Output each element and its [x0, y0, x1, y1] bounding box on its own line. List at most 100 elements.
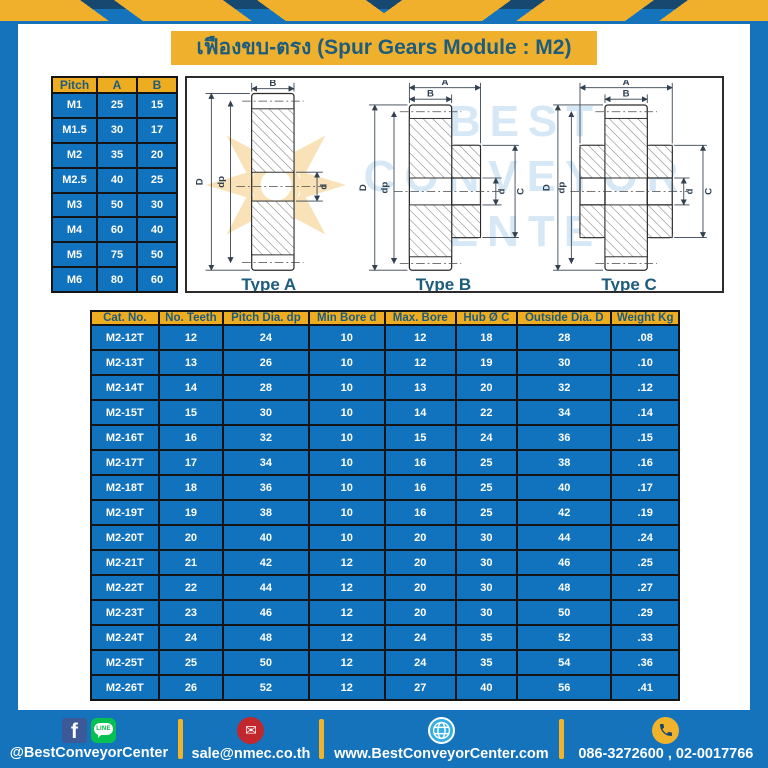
table-cell: 25	[96, 92, 138, 119]
table-cell: 25	[454, 499, 519, 526]
type-c-label: Type C	[601, 275, 657, 293]
table-row: M2-20T 20 40 10 20 30 44.24	[90, 524, 680, 551]
email-icon: ✉	[237, 716, 265, 744]
table-cell: 26	[157, 674, 225, 701]
dim-label: C	[516, 188, 527, 195]
dim-label: dp	[216, 176, 227, 188]
hazard-stripes-left	[0, 0, 384, 21]
column-header: A	[96, 76, 138, 94]
page-title: เฟืองขบ-ตรง (Spur Gears Module : M2)	[170, 31, 598, 65]
table-row: M5 75 50	[51, 241, 178, 269]
phone-numbers: 086-3272600 , 02-0017766	[578, 745, 754, 762]
table-cell: M3	[51, 191, 98, 219]
dim-label: dp	[380, 182, 391, 194]
table-row: M4 60 40	[51, 216, 178, 244]
table-cell: 24	[383, 624, 457, 651]
column-header: Hub Ø C	[454, 310, 519, 326]
table-cell: M2-21T	[90, 549, 160, 576]
table-cell: 22	[454, 399, 519, 426]
table-cell: 35	[454, 649, 519, 676]
footer-website-section: www.BestConveyorCenter.com	[324, 710, 559, 768]
line-bubble: LINE	[93, 722, 113, 735]
table-cell: 40	[136, 216, 178, 244]
table-cell: 12	[157, 324, 225, 351]
table-cell: 28	[222, 374, 310, 401]
table-cell: M2-26T	[90, 674, 160, 701]
table-cell: 40	[516, 474, 613, 501]
table-cell: M2-23T	[90, 599, 160, 626]
website-url: www.BestConveyorCenter.com	[334, 745, 549, 762]
table-cell: 75	[96, 241, 138, 269]
table-cell: 50	[96, 191, 138, 219]
table-cell: 46	[516, 549, 613, 576]
gear-spec-table: Cat. No. No. Teeth Pitch Dia. dp Min Bore d…	[90, 310, 680, 701]
gear-drawing-type-b: A B D dp	[352, 78, 534, 291]
table-cell: M2-22T	[90, 574, 160, 601]
table-cell: 48	[222, 624, 310, 651]
table-cell: 20	[157, 524, 225, 551]
table-cell: 18	[454, 324, 519, 351]
table-cell: 12	[307, 624, 386, 651]
table-cell: .33	[610, 624, 680, 651]
column-header: Min Bore d	[307, 310, 386, 326]
table-cell: 38	[516, 449, 613, 476]
table-cell: 15	[383, 424, 457, 451]
table-cell: .16	[610, 449, 680, 476]
table-cell: M2-20T	[90, 524, 160, 551]
table-cell: 35	[454, 624, 519, 651]
table-cell: 10	[307, 374, 386, 401]
table-cell: 10	[307, 499, 386, 526]
footer-divider	[319, 719, 325, 759]
table-cell: M2-25T	[90, 649, 160, 676]
table-cell: 35	[96, 141, 138, 169]
table-cell: 30	[454, 524, 519, 551]
table-cell: M2-15T	[90, 399, 160, 426]
dim-label: D	[195, 178, 206, 185]
type-a-label: Type A	[241, 275, 297, 293]
table-row: M2-23T 23 46 12 20 30 50.29	[90, 599, 680, 626]
table-cell: 27	[383, 674, 457, 701]
footer-contact-bar: f LINE @BestConveyorCenter ✉ sale@nmec.c…	[0, 710, 768, 768]
table-cell: 12	[307, 549, 386, 576]
column-header: Weight Kg	[610, 310, 680, 326]
table-cell: 34	[222, 449, 310, 476]
table-cell: M2.5	[51, 166, 98, 194]
footer-divider	[558, 719, 564, 759]
table-cell: 44	[222, 574, 310, 601]
table-cell: 52	[516, 624, 613, 651]
table-cell: 23	[157, 599, 225, 626]
table-cell: 36	[516, 424, 613, 451]
table-cell: .15	[610, 424, 680, 451]
table-cell: M2-14T	[90, 374, 160, 401]
table-cell: 40	[222, 524, 310, 551]
table-cell: 12	[307, 574, 386, 601]
footer-divider	[177, 719, 183, 759]
line-app-icon: LINE	[90, 717, 116, 743]
table-cell: .17	[610, 474, 680, 501]
dim-label: D	[541, 184, 552, 191]
table-row: M2.5 40 25	[51, 166, 178, 194]
table-cell: 32	[222, 424, 310, 451]
dim-label: C	[704, 188, 715, 195]
table-cell: 80	[96, 266, 138, 293]
table-cell: 20	[383, 599, 457, 626]
column-header: B	[136, 76, 178, 94]
table-cell: 25	[454, 449, 519, 476]
table-cell: M2-13T	[90, 349, 160, 376]
table-row: M2-24T 24 48 12 24 35 52.33	[90, 624, 680, 651]
table-row: M2-15T 15 30 10 14 22 34.14	[90, 399, 680, 426]
table-cell: 12	[383, 349, 457, 376]
table-cell: 42	[516, 499, 613, 526]
table-cell: .27	[610, 574, 680, 601]
dim-label: B	[623, 88, 630, 99]
table-cell: 13	[157, 349, 225, 376]
table-cell: 36	[222, 474, 310, 501]
line-bubble-tail	[97, 733, 102, 738]
table-cell: .36	[610, 649, 680, 676]
hazard-stripe-band	[0, 0, 768, 24]
table-cell: 10	[307, 349, 386, 376]
table-row: M6 80 60	[51, 266, 178, 293]
table-cell: 30	[222, 399, 310, 426]
table-cell: 16	[383, 499, 457, 526]
